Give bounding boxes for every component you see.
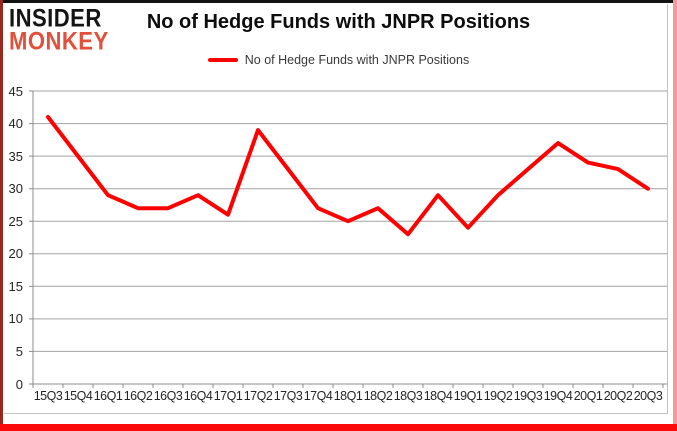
x-axis-label: 20Q3	[633, 389, 663, 403]
legend-label: No of Hedge Funds with JNPR Positions	[244, 53, 470, 67]
x-axis-label: 18Q3	[393, 389, 423, 403]
logo-text-insider: INSIDER	[9, 4, 102, 33]
frame-border-top	[0, 0, 677, 3]
x-axis-label: 17Q1	[213, 389, 243, 403]
x-axis-label: 15Q3	[33, 389, 63, 403]
y-axis-label: 25	[8, 213, 23, 229]
x-axis-label: 18Q2	[363, 389, 393, 403]
x-axis-label: 17Q3	[273, 389, 303, 403]
frame-border-right	[673, 0, 677, 431]
x-axis-label: 20Q1	[573, 389, 603, 403]
insider-monkey-logo: INSIDER MONKEY	[9, 4, 109, 56]
y-axis-label: 10	[8, 311, 23, 327]
chart-title: No of Hedge Funds with JNPR Positions	[146, 11, 531, 33]
x-axis-label: 19Q4	[543, 389, 573, 403]
x-axis-label: 17Q2	[243, 389, 273, 403]
frame-border-left	[0, 0, 3, 431]
y-axis-label: 35	[8, 148, 23, 164]
x-axis-label: 16Q2	[123, 389, 153, 403]
x-axis-label: 16Q4	[183, 389, 213, 403]
y-axis-label: 40	[8, 116, 23, 132]
x-axis-label: 18Q4	[423, 389, 453, 403]
legend-line-swatch	[207, 58, 238, 62]
x-axis-label: 19Q1	[453, 389, 483, 403]
x-axis-label: 16Q3	[153, 389, 183, 403]
y-axis-label: 30	[8, 181, 23, 197]
x-axis-label: 17Q4	[303, 389, 333, 403]
y-axis-label: 0	[15, 376, 23, 392]
frame-border-bottom	[0, 424, 677, 431]
x-axis-label: 19Q3	[513, 389, 543, 403]
legend: No of Hedge Funds with JNPR Positions	[0, 53, 677, 67]
x-axis-label: 16Q1	[93, 389, 123, 403]
x-axis-label: 18Q1	[333, 389, 363, 403]
x-axis-label: 20Q2	[603, 389, 633, 403]
logo-text-monkey: MONKEY	[9, 27, 109, 56]
x-axis-label: 15Q4	[63, 389, 93, 403]
y-axis-label: 15	[8, 278, 23, 294]
y-axis-label: 20	[8, 246, 23, 262]
y-axis-label: 5	[15, 343, 23, 359]
x-axis-label: 19Q2	[483, 389, 513, 403]
y-axis-label: 45	[8, 83, 23, 99]
